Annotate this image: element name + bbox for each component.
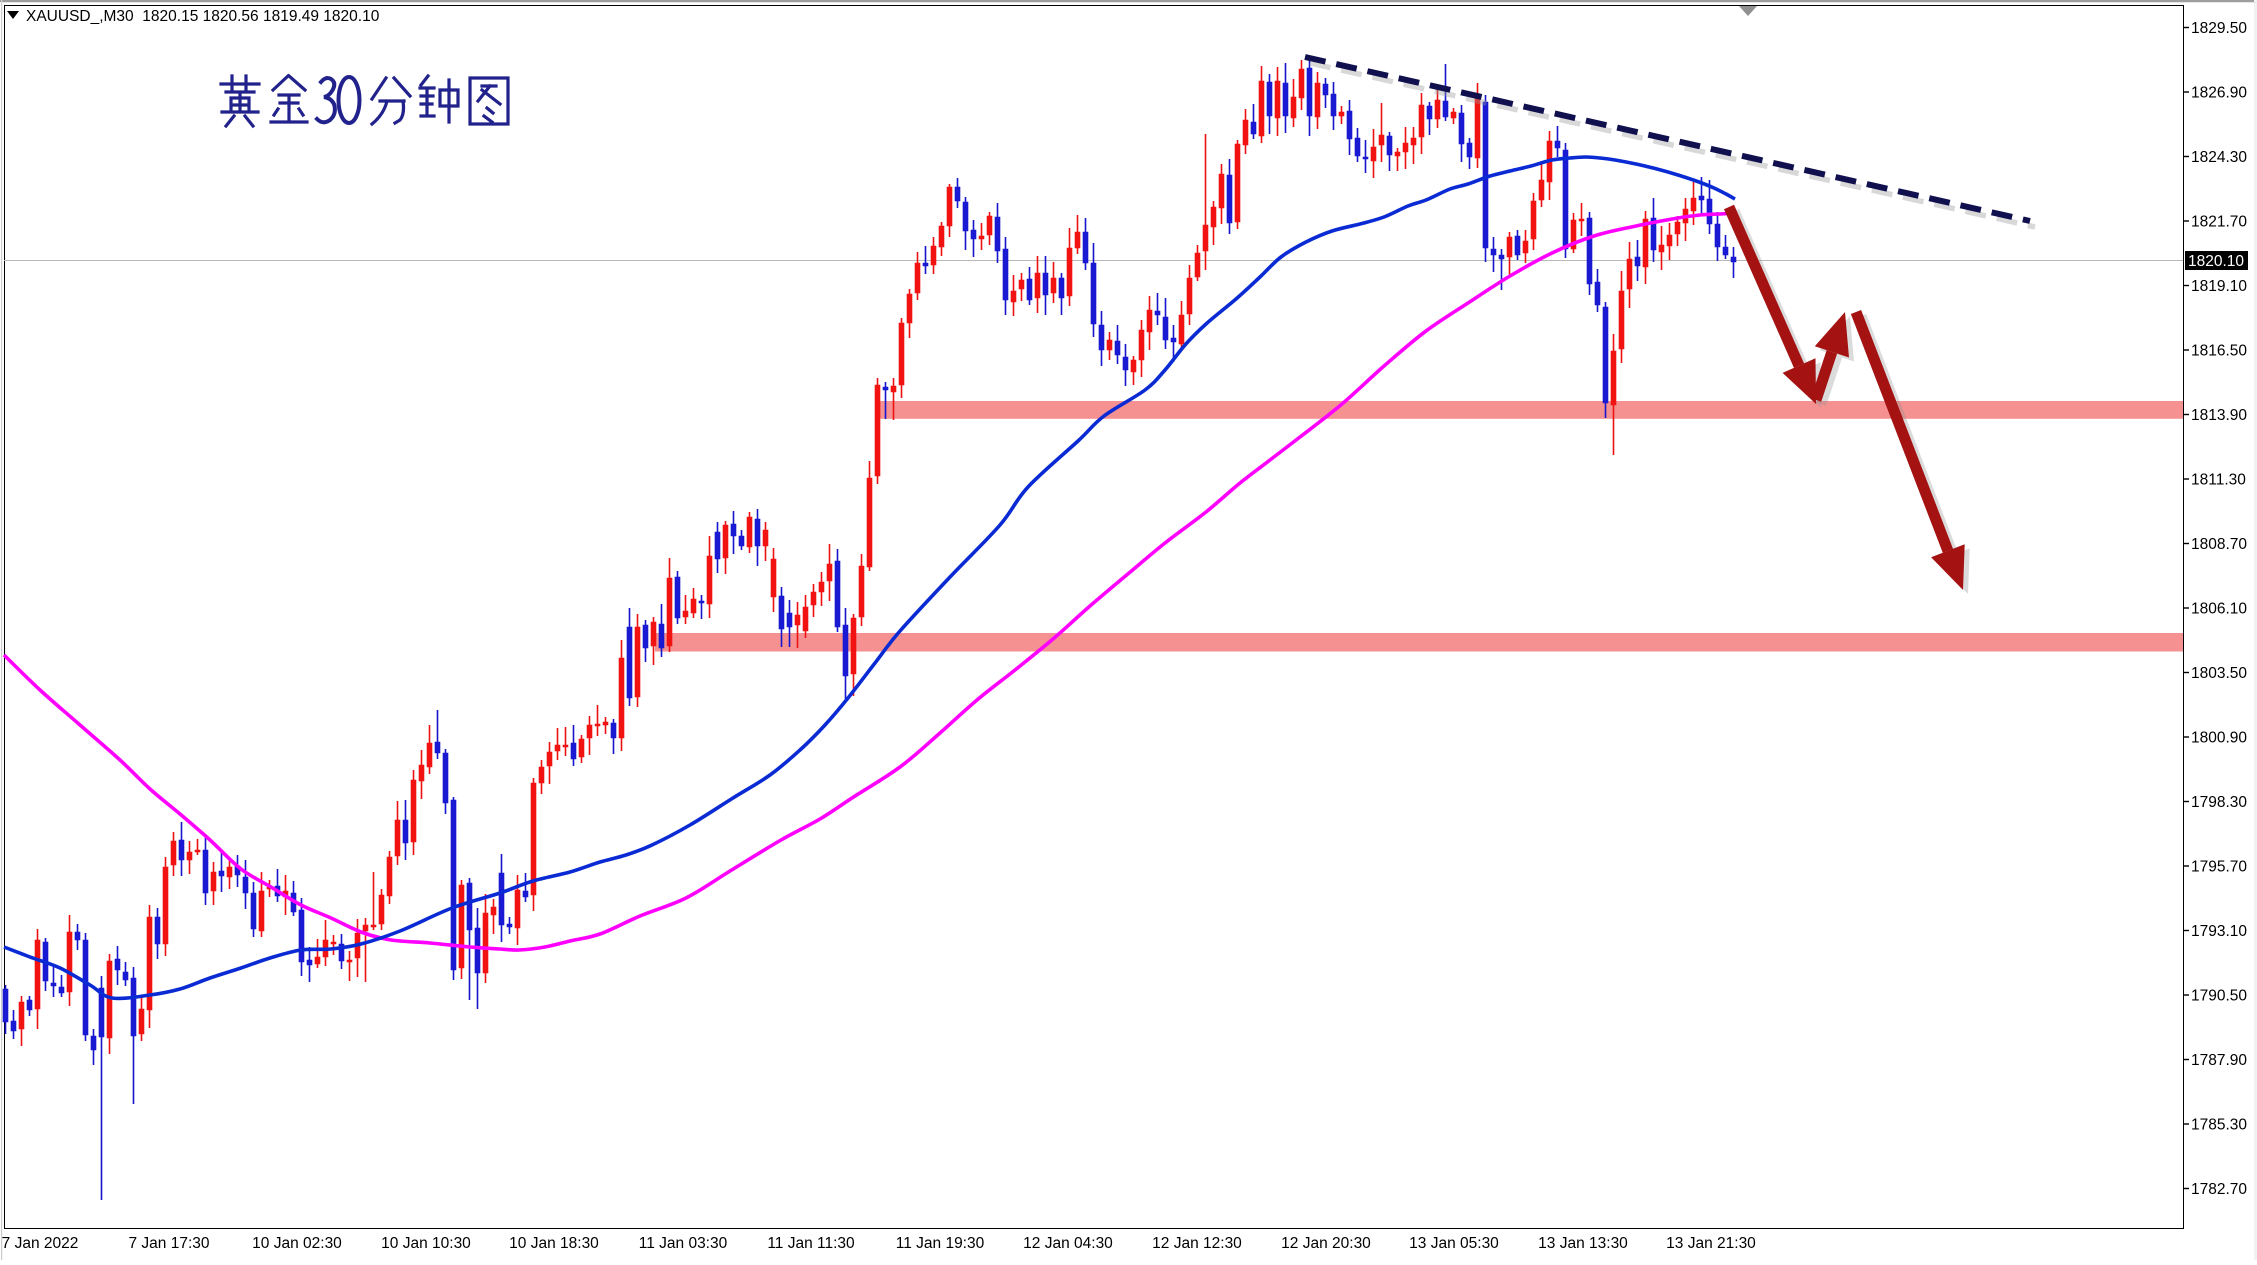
svg-text:1787.90: 1787.90 xyxy=(2191,1052,2247,1069)
svg-text:1808.70: 1808.70 xyxy=(2191,536,2247,553)
svg-text:11 Jan 03:30: 11 Jan 03:30 xyxy=(639,1235,728,1252)
svg-text:1813.90: 1813.90 xyxy=(2191,407,2247,424)
svg-text:10 Jan 10:30: 10 Jan 10:30 xyxy=(381,1235,471,1252)
svg-text:1790.50: 1790.50 xyxy=(2191,988,2247,1005)
svg-text:1811.30: 1811.30 xyxy=(2191,472,2246,489)
svg-text:12 Jan 04:30: 12 Jan 04:30 xyxy=(1023,1235,1113,1252)
svg-text:1826.90: 1826.90 xyxy=(2191,85,2247,102)
svg-text:1816.50: 1816.50 xyxy=(2191,343,2247,360)
svg-text:12 Jan 20:30: 12 Jan 20:30 xyxy=(1281,1235,1371,1252)
svg-text:13 Jan 21:30: 13 Jan 21:30 xyxy=(1666,1235,1756,1252)
svg-text:1798.30: 1798.30 xyxy=(2191,794,2247,811)
svg-text:13 Jan 05:30: 13 Jan 05:30 xyxy=(1409,1235,1499,1252)
svg-text:13 Jan 13:30: 13 Jan 13:30 xyxy=(1538,1235,1628,1252)
svg-text:1795.70: 1795.70 xyxy=(2191,859,2247,876)
svg-text:12 Jan 12:30: 12 Jan 12:30 xyxy=(1152,1235,1242,1252)
svg-text:1800.90: 1800.90 xyxy=(2191,730,2247,747)
svg-text:1782.70: 1782.70 xyxy=(2191,1181,2247,1198)
svg-text:1821.70: 1821.70 xyxy=(2191,214,2247,231)
svg-text:11 Jan 11:30: 11 Jan 11:30 xyxy=(767,1235,855,1252)
svg-text:XAUUSD_,M30 1820.15 1820.56 1: XAUUSD_,M30 1820.15 1820.56 1819.49 1820… xyxy=(26,8,380,25)
svg-text:10 Jan 02:30: 10 Jan 02:30 xyxy=(252,1235,342,1252)
svg-text:1785.30: 1785.30 xyxy=(2191,1117,2247,1134)
svg-text:10 Jan 18:30: 10 Jan 18:30 xyxy=(509,1235,599,1252)
svg-text:1806.10: 1806.10 xyxy=(2191,601,2247,618)
svg-text:1819.10: 1819.10 xyxy=(2191,278,2247,295)
svg-text:11 Jan 19:30: 11 Jan 19:30 xyxy=(896,1235,985,1252)
svg-text:7 Jan 2022: 7 Jan 2022 xyxy=(2,1235,79,1252)
svg-text:1820.10: 1820.10 xyxy=(2188,253,2244,270)
svg-text:1824.30: 1824.30 xyxy=(2191,149,2247,166)
svg-text:1829.50: 1829.50 xyxy=(2191,20,2247,37)
svg-text:1793.10: 1793.10 xyxy=(2191,923,2247,940)
svg-text:7 Jan 17:30: 7 Jan 17:30 xyxy=(128,1235,209,1252)
svg-text:1803.50: 1803.50 xyxy=(2191,665,2247,682)
